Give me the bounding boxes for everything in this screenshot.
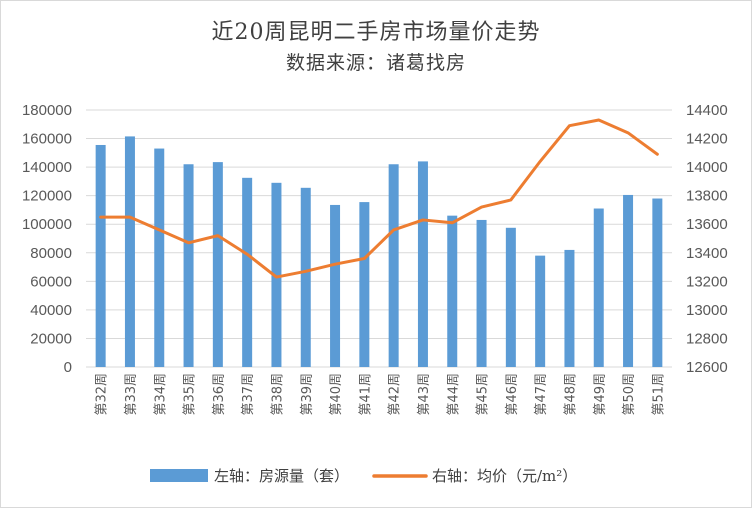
- y-right-tick-label: 12600: [686, 359, 728, 376]
- line-point: [363, 257, 365, 259]
- line-point: [627, 132, 629, 134]
- y-left-tick-label: 80000: [30, 245, 72, 262]
- line-point: [334, 263, 336, 265]
- chart-title: 近20周昆明二手房市场量价走势: [211, 20, 541, 45]
- y-left-tick-label: 140000: [22, 159, 72, 176]
- bar: [124, 136, 135, 367]
- line-point: [510, 199, 512, 201]
- bar: [535, 255, 546, 367]
- y-right-tick-label: 13000: [686, 302, 728, 319]
- bar: [359, 202, 370, 367]
- y-left-tick-label: 120000: [22, 188, 72, 205]
- line-point: [422, 219, 424, 221]
- line-point: [393, 229, 395, 231]
- y-right-tick-label: 13200: [686, 273, 728, 290]
- y-left-tick-label: 60000: [30, 273, 72, 290]
- x-tick-label: 第44周: [446, 373, 461, 416]
- bar: [242, 177, 253, 367]
- line-point: [129, 216, 131, 218]
- y-left-tick-label: 180000: [22, 102, 72, 119]
- line-point: [539, 160, 541, 162]
- bar: [300, 187, 311, 367]
- x-tick-label: 第34周: [153, 373, 168, 416]
- x-tick-label: 第32周: [95, 373, 110, 416]
- bar: [183, 164, 194, 367]
- line-point: [100, 216, 102, 218]
- x-tick-label: 第41周: [358, 373, 373, 416]
- x-tick-label: 第35周: [183, 373, 198, 416]
- bar: [623, 194, 634, 367]
- line-point: [217, 235, 219, 237]
- legend-label-line: 右轴：均价（元/m²）: [432, 467, 577, 485]
- line-point: [451, 222, 453, 224]
- line-point: [598, 119, 600, 121]
- y-left-tick-label: 160000: [22, 131, 72, 148]
- y-left-tick-label: 0: [64, 359, 72, 376]
- legend-swatch-bars: [150, 469, 208, 482]
- legend-label-bars: 左轴：房源量（套）: [214, 467, 349, 485]
- bar: [212, 162, 223, 367]
- x-tick-label: 第45周: [476, 373, 491, 416]
- y-right-tick-label: 14200: [686, 131, 728, 148]
- x-tick-label: 第49周: [593, 373, 608, 416]
- bar: [388, 164, 399, 367]
- bar: [593, 208, 604, 367]
- x-tick-label: 第46周: [505, 373, 520, 416]
- bar: [330, 204, 341, 367]
- y-left-tick-label: 40000: [30, 302, 72, 319]
- line-point: [481, 206, 483, 208]
- x-tick-label: 第47周: [534, 373, 549, 416]
- bar: [564, 249, 575, 367]
- x-tick-label: 第51周: [651, 373, 666, 416]
- x-tick-label: 第36周: [212, 373, 227, 416]
- line-point: [656, 153, 658, 155]
- bar: [505, 227, 516, 367]
- y-left-tick-label: 20000: [30, 330, 72, 347]
- x-tick-label: 第50周: [622, 373, 637, 416]
- bar: [476, 219, 487, 367]
- line-point: [188, 242, 190, 244]
- x-tick-label: 第33周: [124, 373, 139, 416]
- y-right-tick-label: 14400: [686, 102, 728, 119]
- bar: [417, 161, 428, 367]
- line-point: [275, 276, 277, 278]
- y-right-tick-label: 12800: [686, 330, 728, 347]
- y-right-tick-label: 13400: [686, 245, 728, 262]
- bar: [652, 198, 663, 367]
- line-point: [568, 125, 570, 127]
- line-point: [305, 270, 307, 272]
- x-tick-label: 第37周: [241, 373, 256, 416]
- y-right-tick-label: 13800: [686, 188, 728, 205]
- bar: [271, 182, 282, 367]
- line-point: [246, 253, 248, 255]
- x-tick-label: 第48周: [563, 373, 578, 416]
- y-left-tick-label: 100000: [22, 216, 72, 233]
- bar: [447, 215, 458, 367]
- x-tick-label: 第43周: [417, 373, 432, 416]
- y-right-tick-label: 13600: [686, 216, 728, 233]
- x-tick-label: 第42周: [388, 373, 403, 416]
- bar: [95, 144, 106, 367]
- series-line: [99, 118, 659, 279]
- x-tick-label: 第40周: [329, 373, 344, 416]
- x-tick-label: 第39周: [300, 373, 315, 416]
- bar: [154, 148, 165, 367]
- y-right-tick-label: 14000: [686, 159, 728, 176]
- line-point: [158, 229, 160, 231]
- chart-subtitle: 数据来源：诸葛找房: [285, 52, 466, 74]
- x-tick-label: 第38周: [270, 373, 285, 416]
